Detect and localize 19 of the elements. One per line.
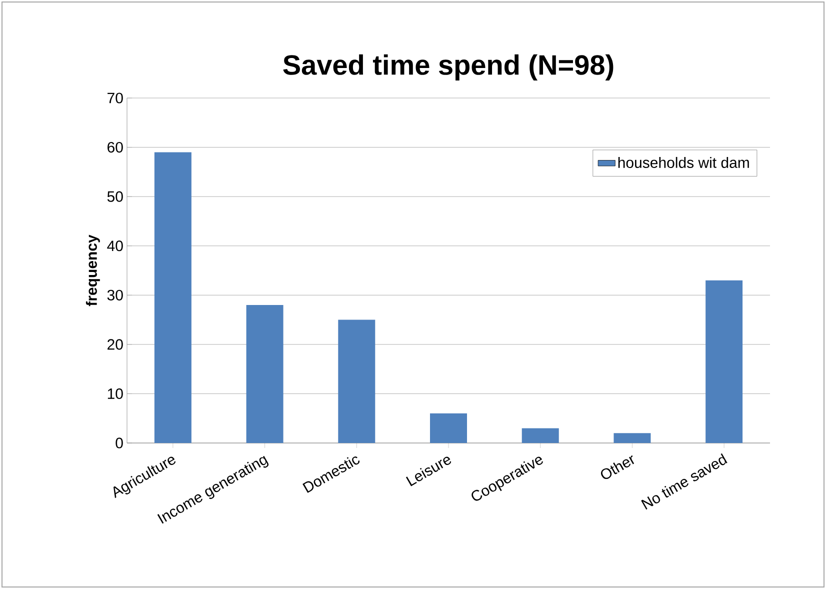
y-tick-label: 20 — [108, 339, 123, 350]
y-tick-label: 0 — [116, 438, 123, 448]
bar — [154, 152, 192, 443]
bar — [614, 433, 651, 443]
bar — [246, 305, 284, 443]
bar — [430, 413, 468, 443]
y-tick-label: 50 — [107, 191, 123, 202]
bar — [338, 320, 376, 443]
y-tick-label: 40 — [107, 240, 123, 252]
bar — [522, 428, 559, 443]
chart-title: Saved time spend (N=98) — [283, 54, 614, 80]
y-tick-label: 30 — [107, 290, 123, 300]
y-tick-label: 70 — [108, 92, 123, 104]
x-tick-label: Other — [600, 455, 634, 480]
y-tick-label: 10 — [108, 388, 123, 400]
legend-label: households wit dam — [618, 156, 749, 168]
y-axis-title: frequency — [86, 234, 100, 306]
bar — [706, 280, 743, 443]
y-tick-label: 60 — [108, 142, 123, 153]
